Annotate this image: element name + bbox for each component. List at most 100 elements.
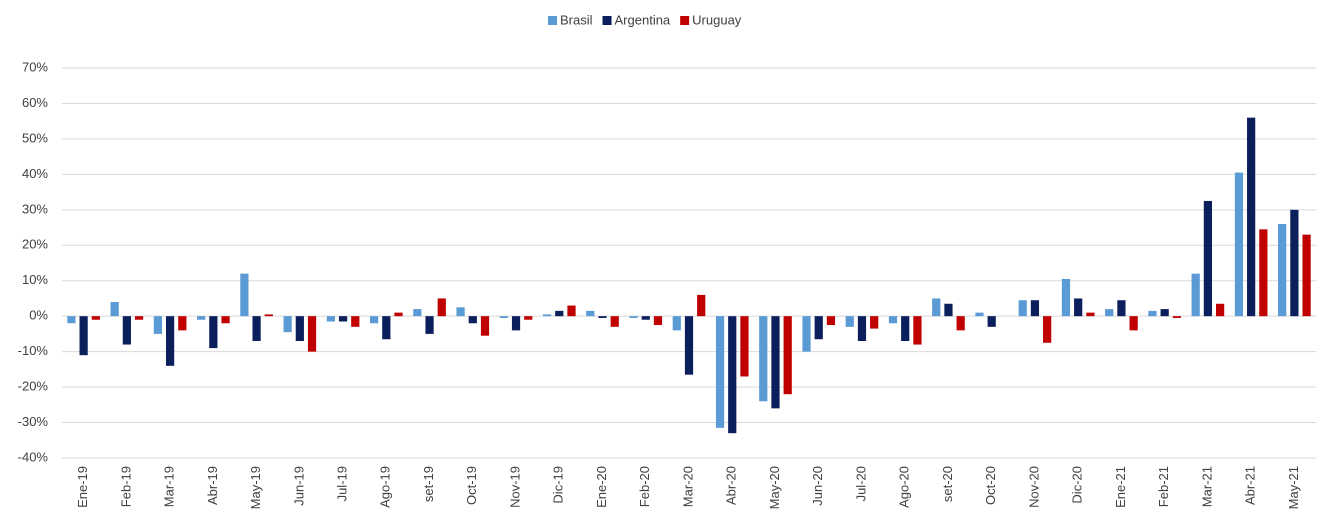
bar <box>1191 273 1200 317</box>
bar <box>802 316 811 352</box>
bar <box>437 298 446 317</box>
bar <box>715 316 725 428</box>
bar <box>697 294 706 317</box>
x-tick-label: Jun-19 <box>291 466 306 506</box>
y-tick-label: 70% <box>22 59 48 74</box>
bar <box>641 316 650 320</box>
x-tick-label: Abr-20 <box>724 466 739 505</box>
bar <box>338 316 348 322</box>
x-tick-label: Ene-19 <box>75 466 90 508</box>
bar <box>598 316 607 318</box>
bar <box>295 316 304 341</box>
bar <box>740 316 749 377</box>
bar <box>888 316 898 324</box>
legend-label: Uruguay <box>692 12 742 27</box>
bar <box>1290 209 1299 317</box>
bar <box>610 316 619 327</box>
bar <box>209 316 218 349</box>
x-tick-label: Oct-20 <box>983 466 998 505</box>
bar <box>845 316 854 327</box>
x-tick-label: set-19 <box>421 466 436 502</box>
x-tick-label: Ene-21 <box>1113 466 1128 508</box>
bar <box>987 316 996 327</box>
x-tick-label: Jun-20 <box>810 466 825 506</box>
bar <box>197 316 206 320</box>
bar <box>672 316 681 331</box>
bar <box>1074 298 1083 317</box>
y-tick-label: 10% <box>22 272 48 287</box>
bar <box>567 305 576 317</box>
x-tick-label: May-20 <box>767 466 782 509</box>
legend-swatch <box>680 16 690 25</box>
bar <box>134 316 144 320</box>
y-tick-label: -40% <box>18 449 49 464</box>
bar <box>67 316 76 324</box>
bar <box>728 316 737 434</box>
x-tick-label: May-21 <box>1286 466 1301 509</box>
bar <box>153 316 162 334</box>
bar <box>369 316 379 324</box>
y-tick-label: 0% <box>29 308 48 323</box>
x-tick-label: Dic-20 <box>1070 466 1085 504</box>
bar <box>629 316 638 318</box>
x-tick-label: Mar-20 <box>680 466 695 507</box>
bar <box>468 316 477 324</box>
bar <box>870 316 879 329</box>
x-tick-label: set-20 <box>940 466 955 502</box>
x-tick-label: Feb-21 <box>1156 466 1171 507</box>
bar <box>901 316 910 341</box>
x-tick-label: Abr-19 <box>205 466 220 505</box>
bar <box>1247 117 1256 317</box>
bar <box>1129 316 1138 331</box>
bar <box>1086 312 1095 317</box>
y-tick-label: 50% <box>22 130 48 145</box>
bar <box>499 316 508 318</box>
bar <box>413 309 422 317</box>
x-tick-label: Abr-21 <box>1243 466 1258 505</box>
bar <box>944 303 953 317</box>
bar <box>684 316 694 375</box>
bar <box>826 316 836 326</box>
y-tick-label: 30% <box>22 201 48 216</box>
bar <box>1043 316 1052 343</box>
x-tick-label: Feb-20 <box>637 466 652 507</box>
bar <box>1278 224 1287 317</box>
bar <box>264 314 273 317</box>
legend-label: Brasil <box>560 12 593 27</box>
bar <box>165 316 175 366</box>
bar <box>1203 200 1213 317</box>
bar <box>1117 300 1126 317</box>
x-tick-label: Nov-20 <box>1026 466 1041 508</box>
bar <box>252 316 261 341</box>
x-tick-label: Jul-19 <box>335 466 350 501</box>
bar <box>1030 300 1040 317</box>
x-tick-label: Ago-20 <box>897 466 912 508</box>
x-tick-label: Dic-19 <box>551 466 566 504</box>
bar <box>1160 309 1169 317</box>
bar <box>1018 300 1027 317</box>
legend-swatch <box>602 16 612 25</box>
bar <box>1172 316 1181 318</box>
bar <box>555 310 564 317</box>
x-tick-label: Ene-20 <box>594 466 609 508</box>
bar <box>110 302 119 317</box>
bar <box>122 316 131 345</box>
bar <box>783 316 792 395</box>
bar <box>542 314 552 317</box>
y-tick-label: -30% <box>18 414 49 429</box>
bar <box>857 316 867 341</box>
legend-label: Argentina <box>615 12 671 27</box>
bar <box>1148 310 1157 317</box>
bar <box>814 316 823 340</box>
bar <box>178 316 187 331</box>
x-tick-label: Mar-19 <box>162 466 177 507</box>
bar <box>975 312 984 317</box>
bar <box>759 316 768 402</box>
bar <box>524 316 533 320</box>
legend-swatch <box>548 16 557 25</box>
y-tick-label: 60% <box>22 95 48 110</box>
bar <box>307 316 317 352</box>
bar <box>240 273 249 317</box>
x-tick-label: Feb-19 <box>118 466 133 507</box>
x-tick-label: May-19 <box>248 466 263 509</box>
